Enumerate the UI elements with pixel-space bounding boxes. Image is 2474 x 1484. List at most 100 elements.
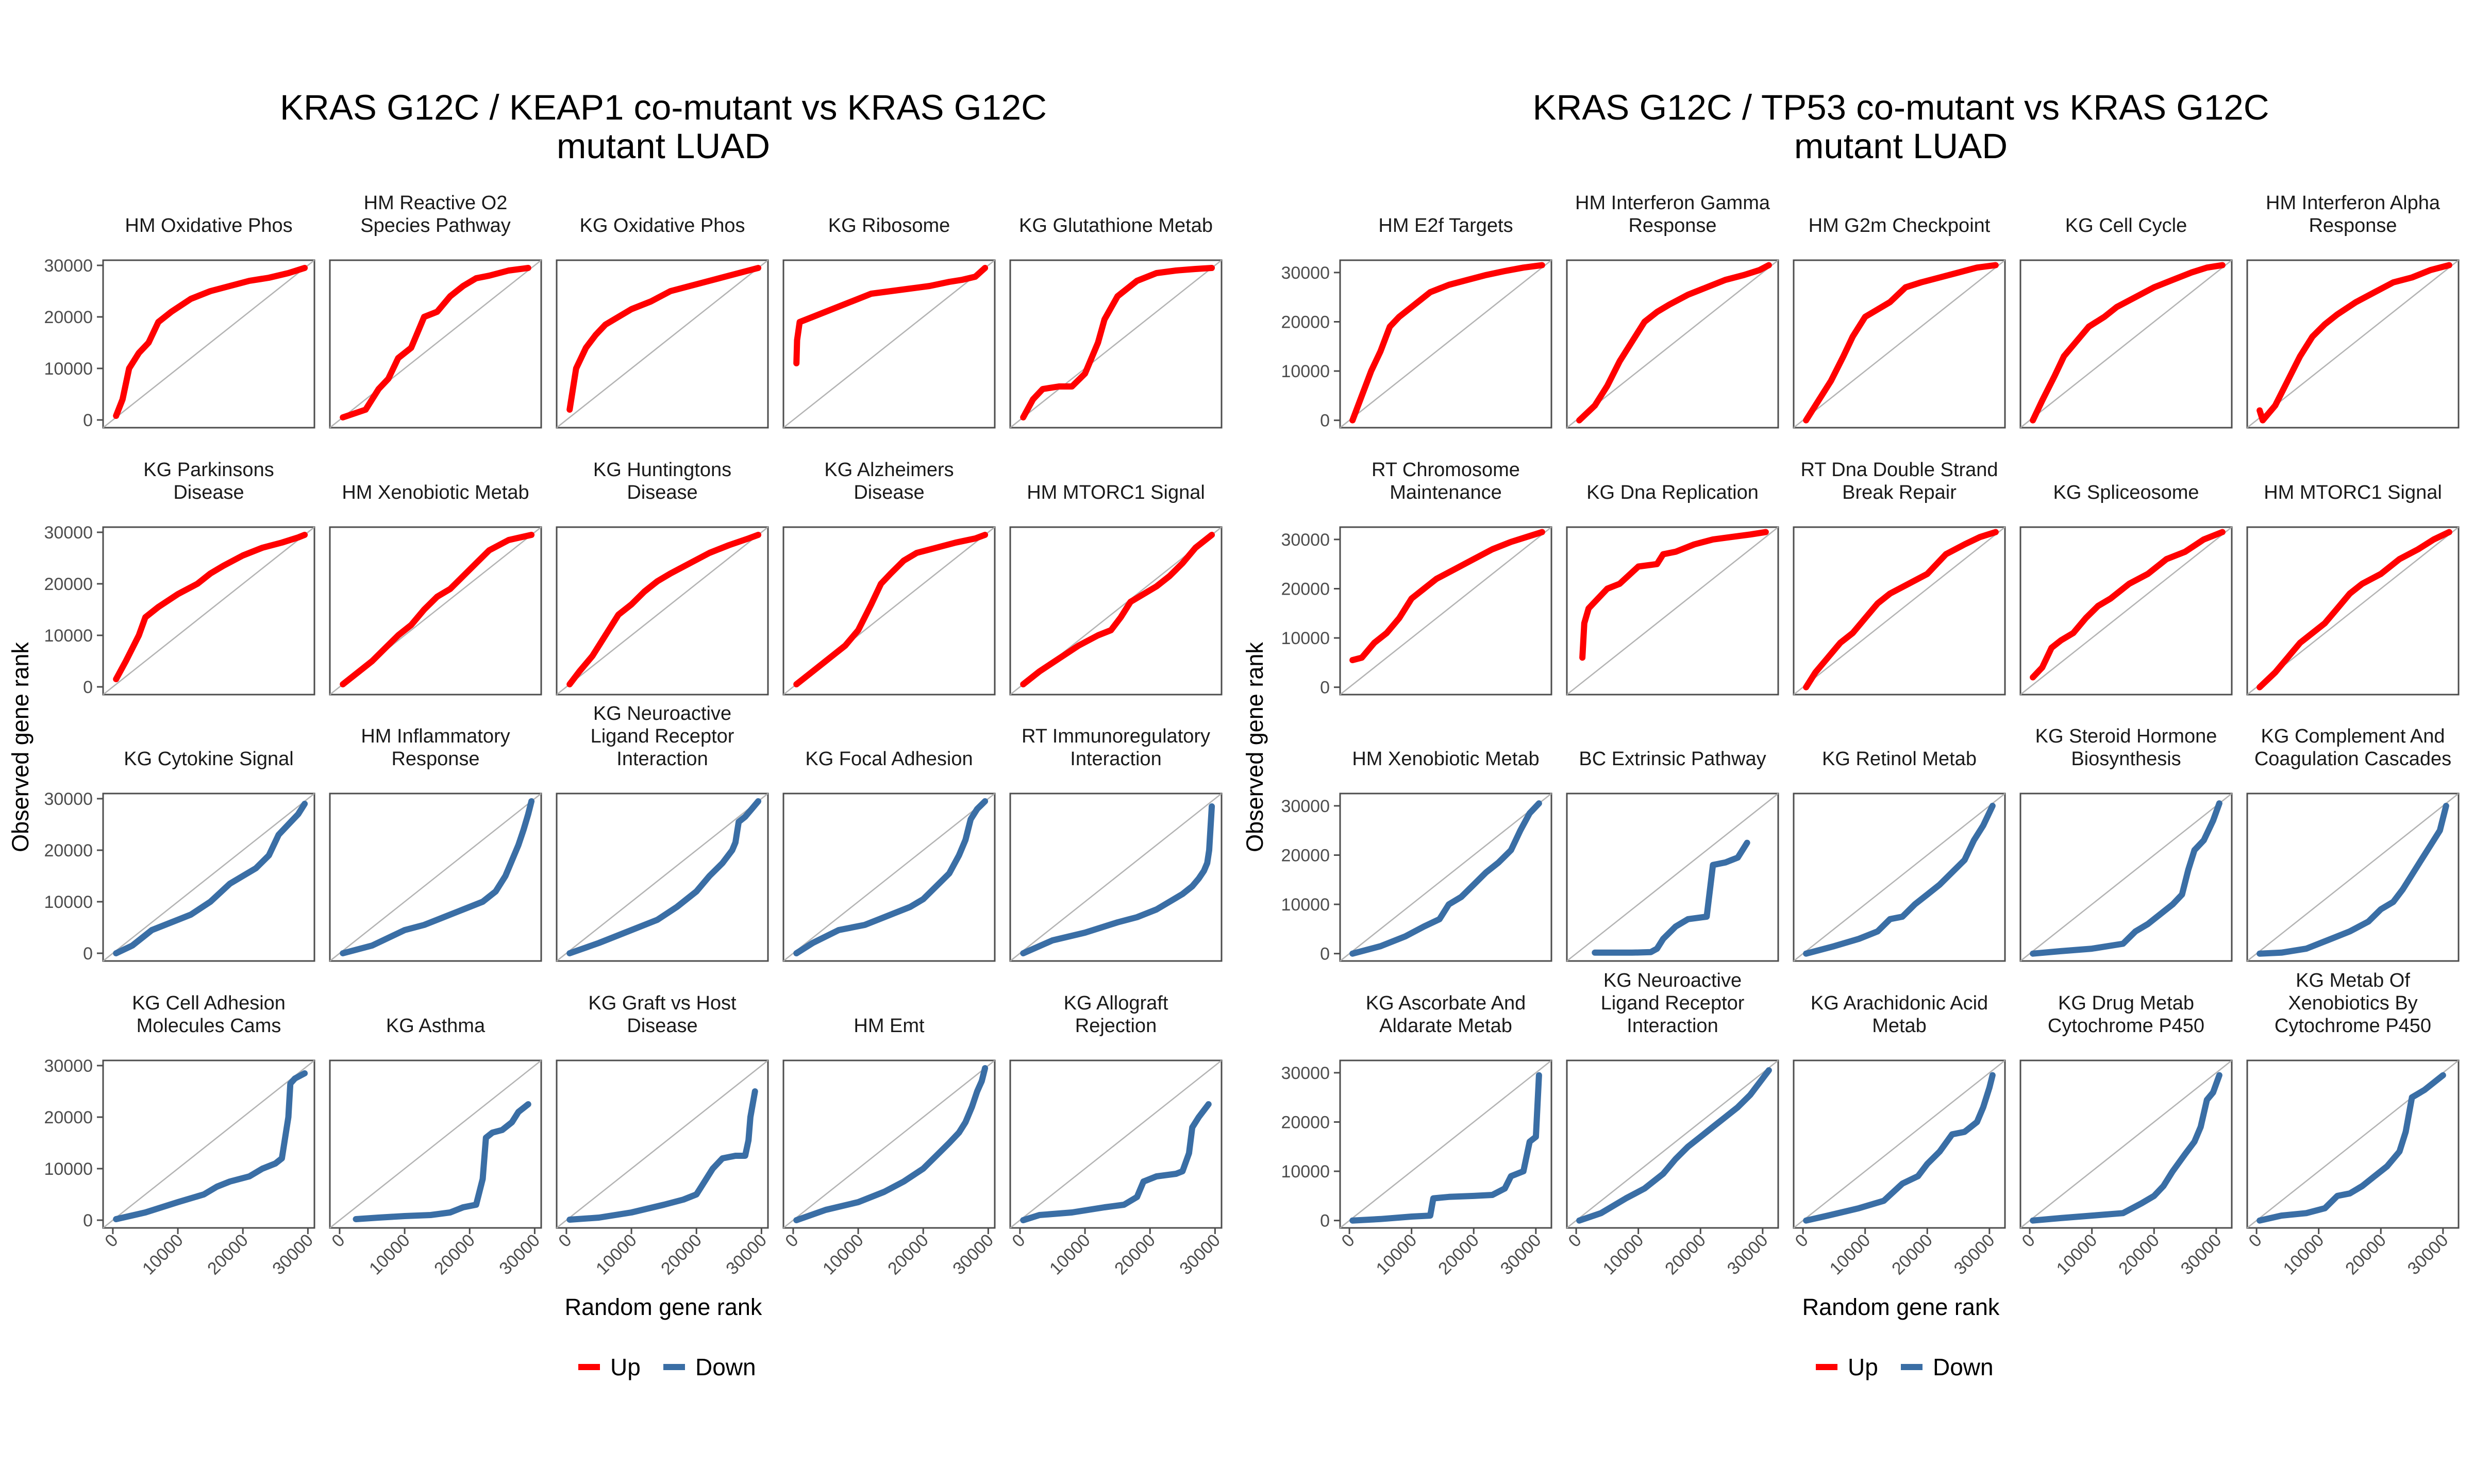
- facet-panel: HM Inflammatory Response: [329, 726, 542, 962]
- facet-panel: HM Interferon Alpha Response: [2246, 192, 2460, 429]
- facet-title-line: HM Xenobiotic Metab: [342, 482, 529, 503]
- facet-panel: KG Spliceosome: [2019, 482, 2233, 696]
- series-line-down: [2256, 1072, 2446, 1224]
- facet-title: RT Chromosome Maintenance: [1372, 459, 1520, 503]
- facet-title-line: KG Arachidonic Acid: [1811, 992, 1988, 1014]
- facet-title-line: HM Oxidative Phos: [125, 215, 292, 237]
- panel-border: [2019, 1059, 2233, 1229]
- facet-title-line: BC Extrinsic Pathway: [1579, 748, 1766, 770]
- series-line-up: [1020, 265, 1215, 420]
- y-tick-label: 20000: [1281, 312, 1330, 332]
- facet-title-line: KG Glutathione Metab: [1019, 215, 1213, 237]
- reference-diagonal: [556, 260, 768, 428]
- series-line-up: [793, 532, 989, 687]
- panel-border: [1566, 1059, 1779, 1229]
- y-tick-label: 30000: [44, 256, 93, 276]
- reference-diagonal: [1340, 527, 1552, 695]
- reference-diagonal: [1793, 260, 2005, 428]
- reference-diagonal: [1340, 793, 1552, 962]
- panel-border: [102, 792, 315, 962]
- facet-title: HM G2m Checkpoint: [1809, 215, 1991, 237]
- panel-border: [1009, 792, 1223, 962]
- facet-title-line: KG Parkinsons: [143, 459, 274, 481]
- facet-panel: KG Steroid Hormone Biosynthesis: [2019, 726, 2233, 962]
- panel-border: [556, 526, 769, 696]
- x-axis-title: Random gene rank: [1802, 1294, 2000, 1320]
- facet-title-line: KG Cell Adhesion: [132, 992, 286, 1014]
- facet-title-line: KG Neuroactive: [1603, 970, 1742, 991]
- facet-title: KG Huntingtons Disease: [593, 459, 731, 503]
- panel-border: [1566, 792, 1779, 962]
- panel-border: [102, 526, 315, 696]
- facet-panel: KG Oxidative Phos: [556, 215, 769, 429]
- panel-border: [1009, 1059, 1223, 1229]
- reference-diagonal: [103, 1060, 315, 1228]
- reference-diagonal: [2247, 260, 2459, 428]
- reference-diagonal: [2020, 1060, 2232, 1228]
- reference-diagonal: [783, 793, 995, 962]
- facet-title: KG Ribosome: [828, 215, 950, 237]
- facet-title: KG Metab Of Xenobiotics By Cytochrome P450: [2275, 970, 2431, 1037]
- reference-diagonal: [556, 1060, 768, 1228]
- series-line-up: [2030, 529, 2226, 681]
- series-line-down: [113, 1070, 308, 1222]
- series-line-up: [566, 532, 762, 687]
- legend-label-down: Down: [695, 1354, 756, 1380]
- panel-border: [782, 259, 996, 429]
- panel-border: [1793, 1059, 2006, 1229]
- facet-panel: HM Xenobiotic Metab: [329, 482, 542, 696]
- facet-title: KG Glutathione Metab: [1019, 215, 1213, 237]
- chart-title-line: KRAS G12C / KEAP1 co-mutant vs KRAS G12C: [280, 88, 1047, 127]
- panel-border: [2246, 259, 2460, 429]
- facet-title-line: HM E2f Targets: [1378, 215, 1513, 237]
- reference-diagonal: [556, 793, 768, 962]
- facet-title-line: KG Asthma: [386, 1015, 486, 1037]
- facet-panel: KG Retinol Metab: [1793, 748, 2006, 962]
- facet-title-line: Disease: [854, 482, 924, 503]
- facet-title-line: KG Retinol Metab: [1822, 748, 1977, 770]
- facet-panel: HM MTORC1 Signal: [1009, 482, 1223, 696]
- facet-title-line: HM Xenobiotic Metab: [1352, 748, 1539, 770]
- y-tick-label: 20000: [44, 575, 93, 594]
- facet-title: HM Inflammatory Response: [361, 726, 510, 770]
- y-tick-label: 30000: [1281, 530, 1330, 550]
- series-line-up: [1803, 262, 1999, 424]
- reference-diagonal: [329, 260, 542, 428]
- panel-border: [1566, 259, 1779, 429]
- panel-border: [1339, 1059, 1552, 1229]
- facet-title: KG Neuroactive Ligand Receptor Interaction: [1601, 970, 1745, 1037]
- y-tick-label: 0: [1320, 1211, 1330, 1231]
- facet-panel: KG Parkinsons Disease 0 10000 20000 30000: [44, 459, 315, 697]
- series-line-down: [1020, 803, 1215, 956]
- facet-title-line: HM G2m Checkpoint: [1809, 215, 1991, 237]
- series-line-up: [1576, 262, 1772, 424]
- y-tick-label: 30000: [1281, 263, 1330, 283]
- y-tick-label: 0: [83, 1211, 93, 1230]
- panel-border: [329, 1059, 542, 1229]
- panel-border: [2019, 526, 2233, 696]
- panel-border: [2246, 1059, 2460, 1229]
- facet-panel: HM MTORC1 Signal: [2246, 482, 2460, 696]
- y-tick-label: 10000: [1281, 362, 1330, 381]
- facet-title: HM Emt: [854, 1015, 925, 1037]
- y-tick-label: 10000: [1281, 895, 1330, 915]
- reference-diagonal: [103, 260, 315, 428]
- facet-title: HM Interferon Alpha Response: [2266, 192, 2440, 237]
- facet-title-line: Disease: [627, 482, 697, 503]
- reference-diagonal: [1010, 1060, 1222, 1228]
- facet-panel: HM Interferon Gamma Response: [1566, 192, 1779, 429]
- chart-title-line: mutant LUAD: [1794, 126, 2008, 166]
- facet-title: HM MTORC1 Signal: [1027, 482, 1205, 503]
- facet-title: KG Drug Metab Cytochrome P450: [2048, 992, 2204, 1037]
- facet-title-line: Aldarate Metab: [1379, 1015, 1512, 1037]
- panel-border: [329, 526, 542, 696]
- y-tick-label: 10000: [44, 892, 93, 912]
- y-tick-label: 10000: [1281, 629, 1330, 648]
- facet-panel: KG Ribosome: [782, 215, 996, 429]
- facet-panel: RT Immunoregulatory Interaction: [1009, 726, 1223, 962]
- facet-panel: KG Cytokine Signal 0 10000 20000 30000: [44, 748, 315, 964]
- facet-title: HM Oxidative Phos: [125, 215, 292, 237]
- facet-title-line: Interaction: [1627, 1015, 1718, 1037]
- series-line-down: [1803, 802, 1996, 957]
